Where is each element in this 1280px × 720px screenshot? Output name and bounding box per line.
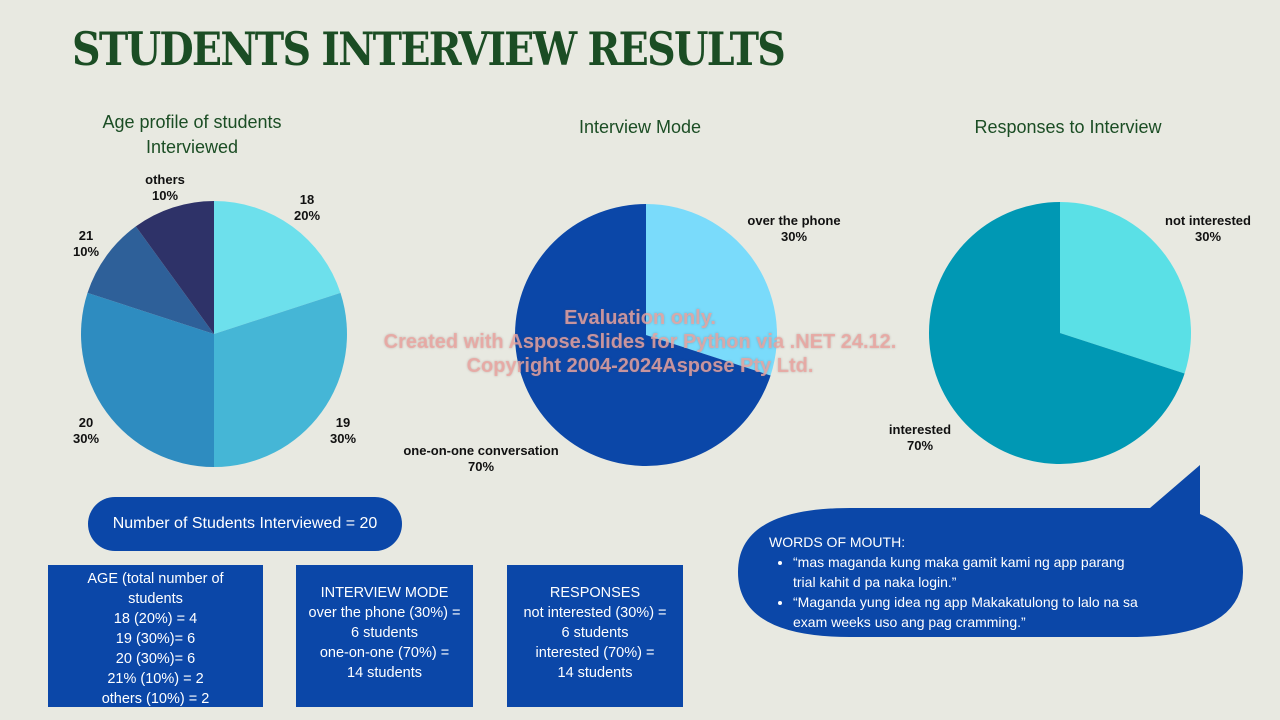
quote-line: “mas maganda kung maka gamit kami ng app… xyxy=(793,554,1125,570)
age-pie-chart xyxy=(80,201,347,467)
pie-label-category: one-on-one conversation xyxy=(403,443,558,458)
age-box-line: 18 (20%) = 4 xyxy=(113,611,198,627)
responses-box-line: interested (70%) = xyxy=(535,645,655,661)
pie-label-category: over the phone xyxy=(747,213,840,228)
quote-line: exam weeks uso ang pag cramming.” xyxy=(793,614,1026,630)
age-chart-title: Age profile of students Interviewed xyxy=(72,110,312,160)
pie-slice-others xyxy=(135,201,214,334)
responses-box-line: 6 students xyxy=(561,625,629,641)
age-chart-title-line1: Age profile of students xyxy=(102,112,282,132)
quote-item: “mas maganda kung maka gamit kami ng app… xyxy=(793,552,1209,592)
age-box-line: AGE (total number of xyxy=(87,571,224,587)
pie-label-value: 10% xyxy=(152,188,178,203)
pie-label-value: 30% xyxy=(330,431,356,446)
pie-slice-interested xyxy=(928,202,1185,464)
responses-box: RESPONSES not interested (30%) = 6 stude… xyxy=(507,565,683,707)
pie-slice-21 xyxy=(87,226,214,334)
pie-label-category: 21 xyxy=(79,228,93,243)
pie-slice-20 xyxy=(80,292,215,467)
pie-label-value: 30% xyxy=(1195,229,1221,244)
mode-box-line: 14 students xyxy=(347,665,422,681)
age-box-line: 19 (30%)= 6 xyxy=(115,631,196,647)
mode-pie-chart xyxy=(515,204,777,466)
age-summary-box: AGE (total number of students 18 (20%) =… xyxy=(48,565,263,707)
pie-label-value: 30% xyxy=(73,431,99,446)
responses-chart-title: Responses to Interview xyxy=(974,117,1162,137)
words-heading: WORDS OF MOUTH: xyxy=(769,534,906,550)
pie-label-category: 19 xyxy=(336,415,350,430)
pie-label-value: 70% xyxy=(468,459,494,474)
interview-mode-box: INTERVIEW MODE over the phone (30%) = 6 … xyxy=(296,565,473,707)
pie-label-category: 18 xyxy=(300,192,314,207)
pie-slice-one-on-one-conversation xyxy=(515,204,771,466)
quote-line: trial kahit d pa naka login.” xyxy=(793,574,957,590)
age-box-line: others (10%) = 2 xyxy=(101,691,210,707)
mode-box-line: one-on-one (70%) = xyxy=(319,645,450,661)
pie-label-value: 70% xyxy=(907,438,933,453)
pie-label-category: interested xyxy=(889,422,951,437)
watermark-line: Evaluation only. xyxy=(564,307,716,329)
pie-label-value: 20% xyxy=(294,208,320,223)
pie-slice-not-interested xyxy=(1060,202,1191,374)
pie-label-value: 10% xyxy=(73,244,99,259)
pie-label-category: 20 xyxy=(79,415,93,430)
responses-box-line: RESPONSES xyxy=(549,585,641,601)
watermark: Evaluation only. Created with Aspose.Sli… xyxy=(340,306,940,378)
pie-slice-18 xyxy=(214,201,341,334)
pie-label-category: others xyxy=(145,172,185,187)
mode-box-line: 6 students xyxy=(351,625,418,641)
page-title: STUDENTS INTERVIEW RESULTS xyxy=(72,22,786,76)
words-of-mouth: WORDS OF MOUTH: “mas maganda kung maka g… xyxy=(769,532,1209,632)
age-box-line: 21% (10%) = 2 xyxy=(107,671,204,687)
age-box-line: students xyxy=(128,591,183,607)
age-box-line: 20 (30%)= 6 xyxy=(115,651,196,667)
responses-pie-chart xyxy=(928,202,1191,464)
mode-box-line: over the phone (30%) = xyxy=(308,605,461,621)
mode-box-line: INTERVIEW MODE xyxy=(320,585,449,601)
pie-slice-over-the-phone xyxy=(646,204,777,376)
responses-box-line: not interested (30%) = xyxy=(523,605,667,621)
watermark-line: Copyright 2004-2024Aspose Pty Ltd. xyxy=(466,355,814,377)
watermark-line: Created with Aspose.Slides for Python vi… xyxy=(383,331,897,353)
age-chart-title-line2: Interviewed xyxy=(145,137,239,157)
responses-box-line: 14 students xyxy=(557,665,633,681)
quote-line: “Maganda yung idea ng app Makakatulong t… xyxy=(793,594,1138,610)
pie-label-category: not interested xyxy=(1165,213,1251,228)
students-count-badge: Number of Students Interviewed = 20 xyxy=(88,497,402,551)
quote-item: “Maganda yung idea ng app Makakatulong t… xyxy=(793,592,1209,632)
pie-slice-19 xyxy=(214,292,347,467)
pie-label-value: 30% xyxy=(781,229,807,244)
mode-chart-title: Interview Mode xyxy=(578,117,702,137)
